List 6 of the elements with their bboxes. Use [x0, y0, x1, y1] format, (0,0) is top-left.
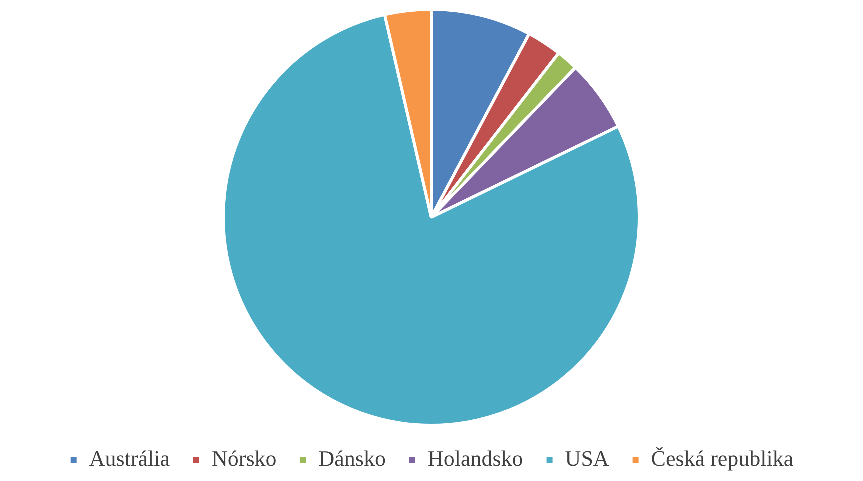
legend-label: USA: [565, 446, 610, 471]
legend-label: Dánsko: [318, 446, 386, 471]
legend-label: Austrália: [89, 446, 170, 471]
legend-label: Nórsko: [212, 446, 277, 471]
legend-label: Česká republika: [651, 446, 794, 471]
legend-label: Holandsko: [428, 446, 524, 471]
